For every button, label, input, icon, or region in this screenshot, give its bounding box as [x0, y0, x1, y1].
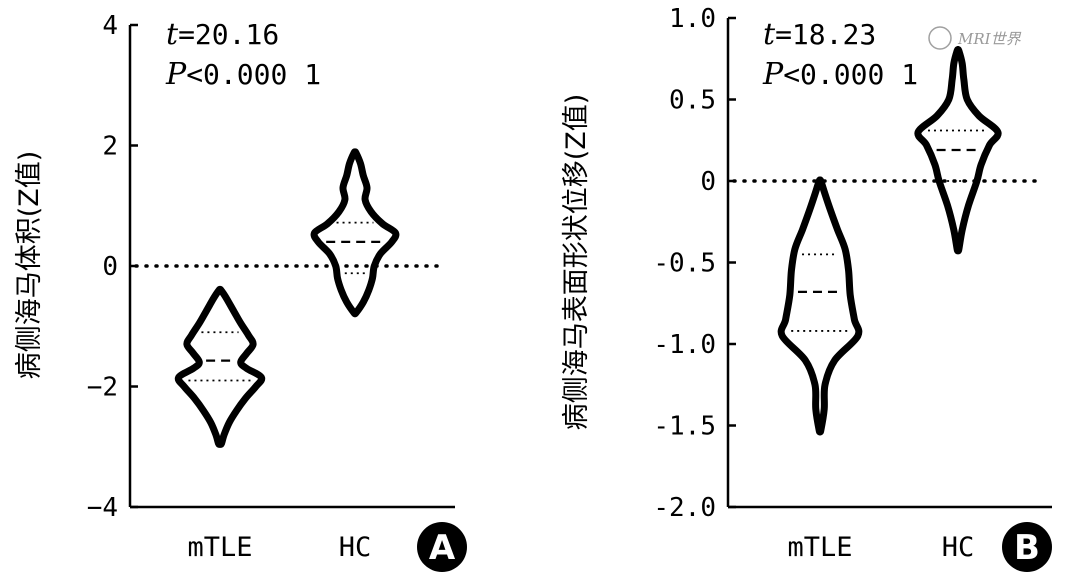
- watermark: MRI世界: [928, 26, 1022, 50]
- y-tick-label: -0.5: [653, 249, 716, 279]
- y-tick-label: -1.5: [653, 412, 716, 442]
- violin-hc: [914, 46, 1002, 255]
- stat-p-a: P<0.000 1: [165, 57, 321, 92]
- stat-p-b: P<0.000 1: [762, 57, 918, 92]
- category-label-mtle-a: mTLE: [187, 532, 252, 563]
- violins-b: [777, 46, 1002, 436]
- y-axis-label-b: 病侧海马表面形状位移(Z值): [561, 94, 592, 431]
- y-tick-label: -2.0: [653, 493, 716, 523]
- y-tick-label: 0: [700, 167, 716, 197]
- panel-badge-a: A: [417, 522, 467, 572]
- panel-b: 1.0 0.5 0 -0.5 -1.0 -1.5 -2.0 病侧海马表面形状位移(Z值) t…: [561, 4, 1052, 572]
- category-label-mtle-b: mTLE: [787, 532, 852, 563]
- category-label-hc-a: HC: [339, 532, 372, 563]
- y-tick-label: -1.0: [653, 330, 716, 360]
- y-tick-label: 0: [102, 252, 118, 282]
- violin-mtle: [174, 285, 266, 448]
- violin-mtle: [777, 176, 863, 436]
- badge-circle-a: [417, 522, 467, 572]
- y-ticks-b: 1.0 0.5 0 -0.5 -1.0 -1.5 -2.0: [653, 4, 1052, 523]
- y-ticks-a: 4 2 0 −2 −4: [87, 11, 455, 523]
- category-label-hc-b: HC: [942, 532, 975, 563]
- panel-badge-b: B: [1002, 522, 1052, 572]
- y-axis-label-a: 病侧海马体积(Z值): [14, 151, 45, 380]
- badge-circle-b: [1002, 522, 1052, 572]
- badge-letter-b: B: [1014, 528, 1040, 568]
- y-tick-label: 0.5: [669, 86, 716, 116]
- watermark-logo-icon: [928, 26, 952, 50]
- watermark-text: MRI世界: [957, 30, 1022, 48]
- violin-hc: [310, 148, 400, 318]
- badge-letter-a: A: [429, 528, 456, 568]
- y-tick-label: −4: [87, 493, 118, 523]
- stat-t-b: t=18.23: [763, 17, 876, 52]
- y-tick-label: 4: [102, 11, 118, 41]
- panel-a: 4 2 0 −2 −4 病侧海马体积(Z值) t=20.16 P<0.000 1 mTL…: [14, 11, 467, 572]
- y-tick-label: 1.0: [669, 4, 716, 34]
- stat-t-a: t=20.16: [166, 17, 279, 52]
- violins-a: [174, 148, 400, 448]
- y-tick-label: −2: [87, 373, 118, 403]
- y-tick-label: 2: [102, 132, 118, 162]
